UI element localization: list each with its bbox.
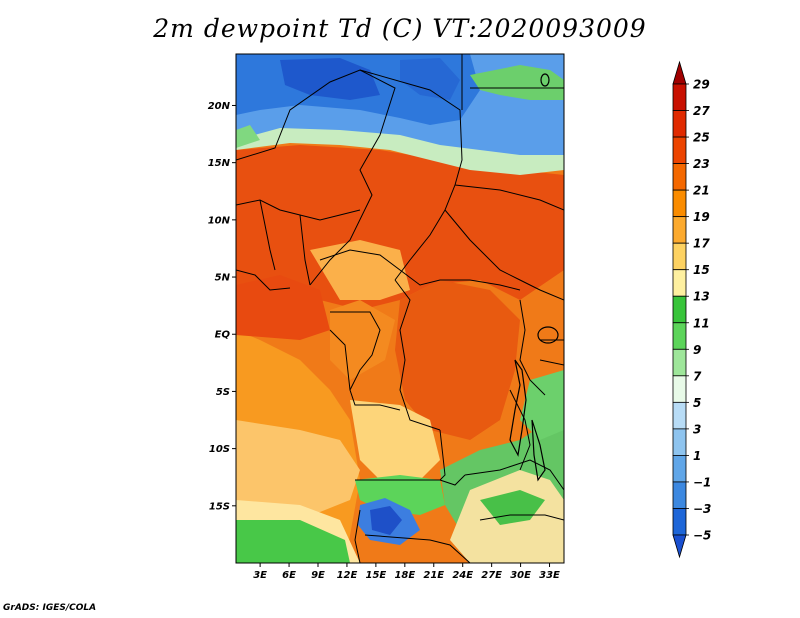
lon-tick-label: 3E — [253, 570, 267, 581]
colorbar-swatch — [672, 110, 687, 138]
colorbar-label: 25 — [693, 131, 710, 145]
colorbar-swatch — [672, 375, 687, 403]
colorbar-swatch — [672, 295, 687, 324]
lon-tick-label: 6E — [282, 570, 296, 581]
colorbar-swatch — [672, 216, 687, 244]
colorbar-label: 11 — [693, 316, 710, 330]
colorbar-swatch — [672, 83, 687, 111]
colorbar-label: −1 — [693, 475, 711, 489]
map-title: 2m dewpoint Td (C) VT:2020093009 — [153, 14, 647, 43]
colorbar-label: 1 — [693, 449, 701, 463]
dewpoint-field — [236, 54, 564, 563]
colorbar-label: 15 — [693, 263, 710, 277]
colorbar-label: 19 — [693, 210, 710, 224]
map-frame — [235, 53, 565, 564]
colorbar-swatch — [672, 401, 687, 430]
lat-tick-label: 15S — [209, 501, 230, 512]
colorbar-swatch — [672, 269, 687, 297]
lon-tick-label: 30E — [510, 570, 531, 581]
colorbar-swatch — [672, 322, 687, 350]
lat-tick-label: 10N — [208, 215, 231, 226]
colorbar-label: 29 — [693, 78, 710, 92]
lon-tick-label: 21E — [423, 570, 444, 581]
colorbar: 29 27 25 23 21 19 17 15 13 11 9 7 5 3 1 −1 −3 −5 — [672, 60, 711, 559]
colorbar-swatch — [672, 455, 687, 483]
lat-tick-label: 15N — [208, 158, 231, 169]
colorbar-bottom-arrow — [672, 534, 687, 559]
longitude-axis: 3E 6E 9E 12E 15E 18E 21E 24E 27E 30E 33E — [253, 563, 560, 581]
country-borders — [236, 54, 564, 563]
colorbar-swatch — [672, 136, 687, 164]
lat-tick-label: 10S — [209, 444, 230, 455]
lat-tick-label: 5S — [216, 387, 230, 398]
colorbar-swatch — [672, 189, 687, 218]
colorbar-label: 3 — [693, 422, 701, 436]
colorbar-swatch — [672, 348, 687, 377]
lat-tick-label: EQ — [215, 330, 231, 341]
colorbar-swatch — [672, 428, 687, 456]
lakes — [509, 73, 559, 482]
colorbar-label: −3 — [693, 502, 711, 516]
latitude-axis: 20N 15N 10N 5N EQ 5S 10S 15S — [208, 101, 236, 512]
colorbar-label: 7 — [693, 369, 702, 383]
colorbar-label: 9 — [693, 343, 701, 357]
colorbar-swatch — [672, 163, 687, 191]
lon-tick-label: 27E — [481, 570, 502, 581]
colorbar-swatch — [672, 481, 687, 509]
colorbar-label: 27 — [693, 104, 710, 118]
colorbar-label: 5 — [693, 396, 701, 410]
lon-tick-label: 18E — [394, 570, 415, 581]
lat-tick-label: 5N — [215, 273, 231, 284]
colorbar-label: 13 — [693, 290, 710, 304]
grads-credit: GrADS: IGES/COLA — [3, 603, 97, 613]
colorbar-label: 17 — [693, 237, 710, 251]
colorbar-swatch — [672, 242, 687, 271]
lon-tick-label: 24E — [452, 570, 473, 581]
lon-tick-label: 12E — [337, 570, 358, 581]
colorbar-label: 23 — [693, 157, 710, 171]
lon-tick-label: 15E — [366, 570, 387, 581]
lon-tick-label: 33E — [539, 570, 560, 581]
colorbar-label: 21 — [693, 184, 710, 198]
colorbar-swatch — [672, 508, 687, 536]
lat-tick-label: 20N — [208, 101, 231, 112]
lon-tick-label: 9E — [311, 570, 325, 581]
colorbar-top-arrow — [672, 60, 687, 85]
colorbar-label: −5 — [693, 529, 711, 543]
